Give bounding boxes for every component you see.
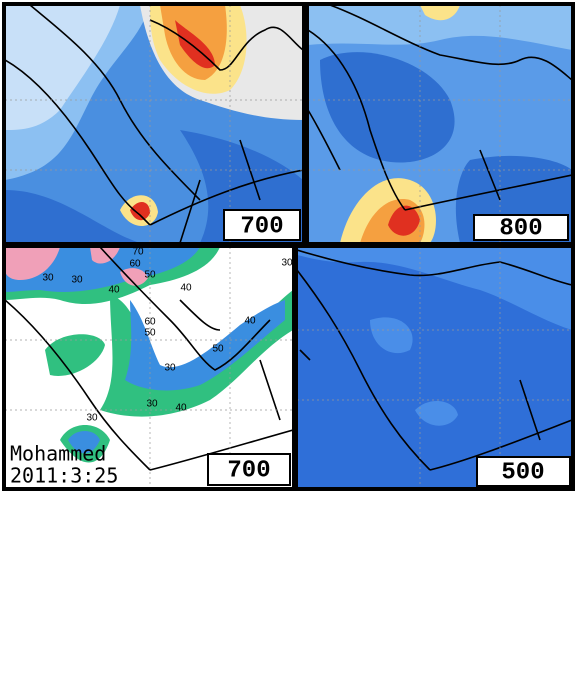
contour-label: 30 (71, 275, 83, 286)
level-label: 800 (499, 215, 542, 242)
contour-label: 40 (175, 403, 187, 414)
panel-700-top (5, 5, 303, 243)
contour-label: 30 (86, 413, 98, 424)
level-box (223, 209, 301, 241)
signature-name: Mohammed (10, 442, 106, 466)
contour-label: 60 (144, 317, 156, 328)
contour-label: 60 (129, 259, 141, 270)
contour-label: 40 (244, 316, 256, 327)
contour-label: 30 (281, 258, 293, 269)
signature-date: 2011:3:25 (10, 464, 118, 488)
contour-label: 50 (144, 270, 156, 281)
level-box (207, 453, 291, 486)
contour-label: 30 (146, 399, 158, 410)
panel-800 (308, 5, 572, 243)
level-box (473, 214, 569, 241)
contour-label: 40 (108, 285, 120, 296)
panel-700-bottom (5, 247, 293, 488)
level-label: 500 (501, 459, 544, 486)
level-label: 700 (240, 213, 283, 240)
contour-label: 50 (144, 328, 156, 339)
contour-label: 50 (212, 344, 224, 355)
level-box (476, 456, 571, 487)
panel-frames (2, 2, 575, 491)
panel-500 (297, 247, 572, 488)
contour-label: 30 (164, 363, 176, 374)
contour-label: 40 (180, 283, 192, 294)
contour-label: 30 (42, 273, 54, 284)
level-label: 700 (227, 457, 270, 484)
contour-label: 70 (132, 247, 144, 258)
